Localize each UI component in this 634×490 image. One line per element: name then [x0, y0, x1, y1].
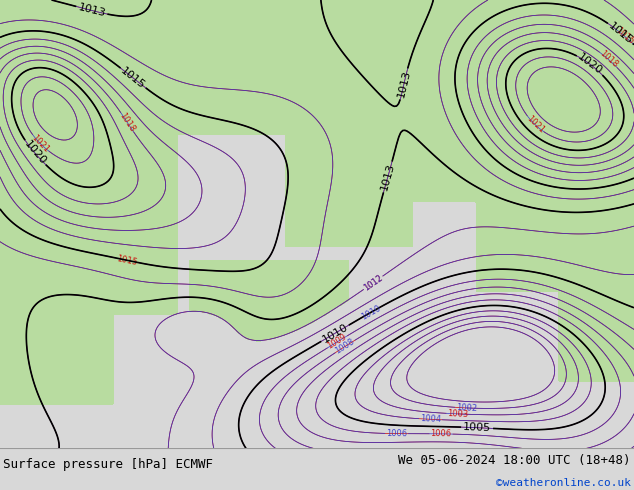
Text: 1015: 1015 — [613, 26, 634, 46]
Text: 1021: 1021 — [524, 114, 546, 135]
Text: 1018: 1018 — [118, 111, 137, 134]
Text: Surface pressure [hPa] ECMWF: Surface pressure [hPa] ECMWF — [3, 458, 213, 471]
Text: We 05-06-2024 18:00 UTC (18+48): We 05-06-2024 18:00 UTC (18+48) — [398, 454, 631, 466]
Text: 1002: 1002 — [456, 403, 477, 413]
Text: 1006: 1006 — [386, 429, 407, 438]
Text: 1015: 1015 — [607, 20, 634, 46]
Text: 1008: 1008 — [333, 337, 356, 356]
Text: 1006: 1006 — [430, 429, 451, 439]
Text: 1013: 1013 — [77, 2, 107, 19]
Text: 1013: 1013 — [379, 162, 396, 192]
Text: 1015: 1015 — [116, 254, 138, 267]
Text: 1010: 1010 — [320, 322, 349, 344]
Text: 1015: 1015 — [119, 65, 147, 91]
Text: 1012: 1012 — [362, 273, 384, 293]
Text: 1010: 1010 — [359, 303, 382, 321]
Text: 1009: 1009 — [326, 333, 349, 351]
Text: 1020: 1020 — [576, 52, 605, 77]
Text: 1020: 1020 — [22, 139, 48, 167]
Text: ©weatheronline.co.uk: ©weatheronline.co.uk — [496, 477, 631, 488]
Text: 1005: 1005 — [463, 422, 491, 433]
Text: 1018: 1018 — [598, 49, 619, 70]
Text: 1013: 1013 — [396, 69, 412, 99]
Text: 1003: 1003 — [447, 409, 469, 419]
Text: 1021: 1021 — [30, 133, 51, 154]
Text: 1012: 1012 — [362, 273, 384, 293]
Text: 1004: 1004 — [420, 414, 441, 424]
